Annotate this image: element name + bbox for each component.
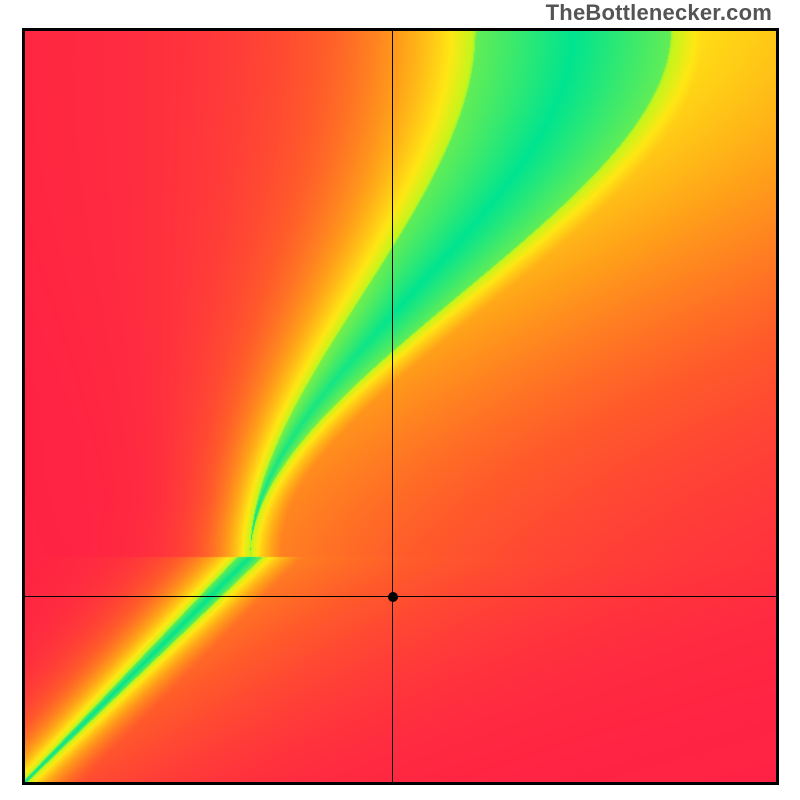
chart-container: TheBottlenecker.com xyxy=(0,0,800,800)
crosshair-horizontal xyxy=(25,596,776,597)
plot-border xyxy=(22,28,779,785)
marker-point xyxy=(388,592,398,602)
watermark-text: TheBottlenecker.com xyxy=(546,0,772,26)
crosshair-vertical xyxy=(392,31,393,782)
